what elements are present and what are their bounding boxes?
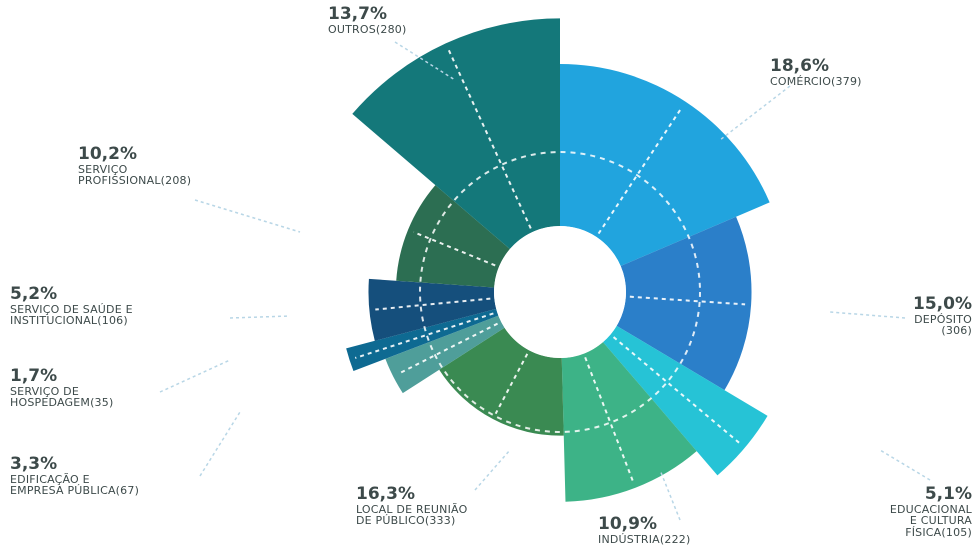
label-local: 16,3% LOCAL DE REUNIÃO DE PÚBLICO(333) <box>356 484 468 528</box>
label-comercio-name: COMÉRCIO(379) <box>770 74 862 88</box>
label-profissional-percent: 10,2% <box>78 144 137 164</box>
label-local-name: LOCAL DE REUNIÃO DE PÚBLICO(333) <box>356 502 468 528</box>
leader-line <box>719 85 791 141</box>
leader-line <box>829 311 906 319</box>
slice-guide <box>597 106 684 235</box>
leader-line <box>194 199 301 233</box>
label-comercio: 18,6% COMÉRCIO(379) <box>770 56 862 88</box>
slice-guide <box>447 48 532 229</box>
slice-local <box>439 327 564 436</box>
label-deposito-name: DEPÓSITO (306) <box>914 312 972 338</box>
label-hospedagem-name: SERVIÇO DE HOSPEDAGEM(35) <box>10 384 114 410</box>
label-deposito-percent: 15,0% <box>913 294 972 314</box>
slice-outros <box>352 18 560 250</box>
guides-group <box>159 41 931 521</box>
label-educacional-percent: 5,1% <box>924 484 972 504</box>
slice-guide <box>494 353 529 415</box>
slice-guide <box>612 336 741 445</box>
label-saude-name: SERVIÇO DE SAÚDE E INSTITUCIONAL(106) <box>10 302 133 328</box>
leader-line <box>199 411 241 477</box>
slice-deposito <box>616 216 752 391</box>
leader-line <box>159 359 231 393</box>
slice-guide <box>413 231 496 267</box>
label-hospedagem: 1,7% SERVIÇO DE HOSPEDAGEM(35) <box>10 366 114 410</box>
label-saude: 5,2% SERVIÇO DE SAÚDE E INSTITUCIONAL(10… <box>10 284 133 328</box>
leader-line <box>879 449 931 481</box>
slice-comercio <box>560 64 770 267</box>
label-industria-percent: 10,9% <box>598 514 657 534</box>
label-profissional: 10,2% SERVIÇO PROFISSIONAL(208) <box>78 144 192 188</box>
dashed-ring <box>419 151 701 433</box>
slice-guide <box>398 322 499 375</box>
label-educacional: 5,1% EDUCACIONAL E CULTURA FÍSICA(105) <box>852 484 972 539</box>
leader-line <box>229 315 291 319</box>
label-hospedagem-percent: 1,7% <box>10 366 58 386</box>
slice-guide <box>375 297 491 311</box>
label-edificacao-percent: 3,3% <box>10 454 58 474</box>
slice-guide <box>354 312 494 359</box>
label-industria: 10,9% INDÚSTRIA(222) <box>598 514 691 546</box>
center-hole <box>494 226 626 358</box>
leader-line <box>659 469 681 521</box>
slice-guide <box>584 356 635 483</box>
label-edificacao-name: EDIFICAÇÃO E EMPRESA PÚBLICA(67) <box>10 472 140 498</box>
slice-servico <box>368 278 497 341</box>
slice-servico <box>396 185 510 288</box>
label-outros: 13,7% OUTROS(280) <box>328 4 407 36</box>
slice-guide <box>629 295 746 306</box>
label-profissional-name: SERVIÇO PROFISSIONAL(208) <box>78 162 192 188</box>
label-comercio-percent: 18,6% <box>770 56 829 76</box>
label-outros-name: OUTROS(280) <box>328 22 407 36</box>
label-local-percent: 16,3% <box>356 484 415 504</box>
label-saude-percent: 5,2% <box>10 284 58 304</box>
label-industria-name: INDÚSTRIA(222) <box>598 532 691 546</box>
label-educacional-name: EDUCACIONAL E CULTURA FÍSICA(105) <box>889 502 972 539</box>
slices-group <box>346 18 770 502</box>
label-deposito: 15,0% DEPÓSITO (306) <box>862 294 972 338</box>
label-edificacao: 3,3% EDIFICAÇÃO E EMPRESA PÚBLICA(67) <box>10 454 140 498</box>
label-outros-percent: 13,7% <box>328 4 387 24</box>
leader-line <box>474 449 511 491</box>
